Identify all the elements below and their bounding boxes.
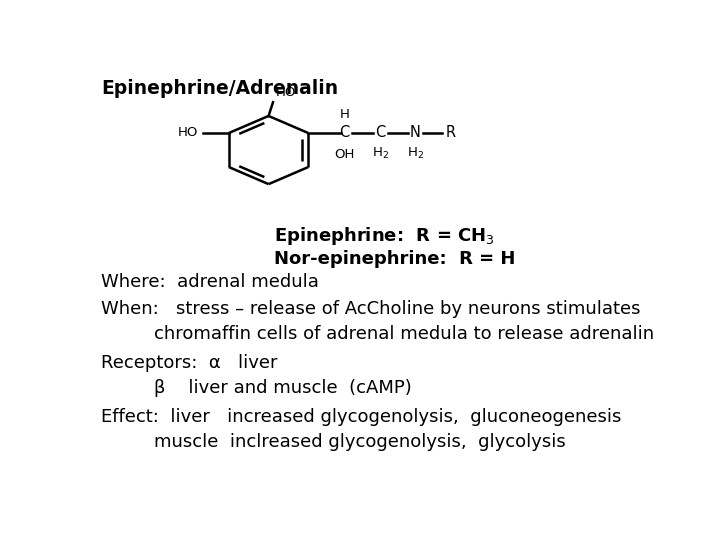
Text: Epinephrine:  R = CH$_3$: Epinephrine: R = CH$_3$ — [274, 225, 495, 247]
Text: When:   stress – release of AcCholine by neurons stimulates: When: stress – release of AcCholine by n… — [101, 300, 641, 318]
Text: N: N — [410, 125, 420, 140]
Text: C: C — [339, 125, 350, 140]
Text: Epinephrine/Adrenalin: Epinephrine/Adrenalin — [101, 79, 338, 98]
Text: chromaffin cells of adrenal medula to release adrenalin: chromaffin cells of adrenal medula to re… — [154, 325, 654, 343]
Text: C: C — [376, 125, 386, 140]
Text: Where:  adrenal medula: Where: adrenal medula — [101, 273, 319, 291]
Text: R: R — [446, 125, 456, 140]
Text: H$_2$: H$_2$ — [407, 145, 424, 160]
Text: H$_2$: H$_2$ — [372, 145, 390, 160]
Text: OH: OH — [334, 147, 355, 160]
Text: HO: HO — [178, 126, 198, 139]
Text: β    liver and muscle  (cAMP): β liver and muscle (cAMP) — [154, 379, 412, 397]
Text: Nor-epinephrine:  R = H: Nor-epinephrine: R = H — [274, 250, 516, 268]
Text: Effect:  liver   increased glycogenolysis,  gluconeogenesis: Effect: liver increased glycogenolysis, … — [101, 408, 621, 426]
Text: HO: HO — [276, 86, 296, 99]
Text: Receptors:  α   liver: Receptors: α liver — [101, 354, 278, 372]
Text: H: H — [340, 109, 349, 122]
Text: muscle  inclreased glycogenolysis,  glycolysis: muscle inclreased glycogenolysis, glycol… — [154, 433, 566, 451]
